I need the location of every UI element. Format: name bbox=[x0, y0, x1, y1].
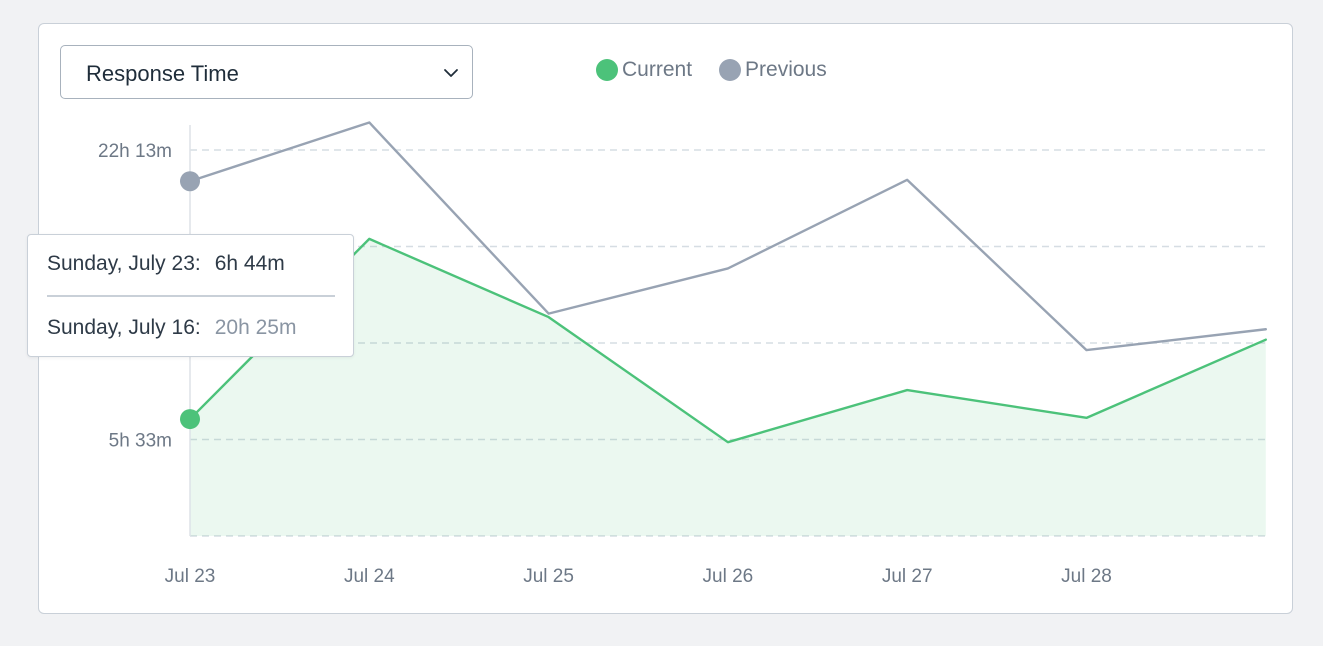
x-tick-label: Jul 23 bbox=[165, 566, 216, 587]
y-tick-label: 22h 13m bbox=[98, 141, 172, 162]
previous-series-swatch bbox=[719, 59, 742, 81]
x-tick-label: Jul 28 bbox=[1061, 566, 1112, 587]
x-tick-label: Jul 26 bbox=[703, 566, 754, 587]
series-line-current bbox=[188, 237, 1268, 444]
tooltip-current-date: Sunday, July 23: bbox=[47, 252, 201, 275]
y-tick-label: 5h 33m bbox=[109, 431, 172, 452]
series-lines bbox=[188, 121, 1268, 444]
series-area-current bbox=[190, 238, 1266, 536]
chart-tooltip: Sunday, July 23: 6h 44m Sunday, July 16: 2… bbox=[27, 234, 354, 357]
tooltip-previous-value: 20h 25m bbox=[214, 316, 297, 339]
tooltip-divider bbox=[47, 295, 335, 297]
legend-label-previous: Previous bbox=[745, 58, 827, 81]
data-point-current bbox=[180, 409, 200, 430]
current-series-swatch bbox=[596, 59, 618, 81]
x-tick-label: Jul 25 bbox=[523, 566, 574, 587]
tooltip-row-previous: Sunday, July 16: 20h 25m bbox=[47, 316, 296, 340]
metric-select[interactable]: Response Time bbox=[60, 45, 473, 99]
chevron-down-icon bbox=[444, 69, 458, 77]
area-layer bbox=[190, 238, 1266, 536]
x-tick-labels: Jul 23 Jul 24 Jul 25 Jul 26 Jul 27 Jul 28 bbox=[165, 566, 1112, 587]
legend-item-previous[interactable]: Previous bbox=[719, 58, 827, 82]
x-tick-label: Jul 27 bbox=[882, 566, 933, 587]
legend-label-current: Current bbox=[622, 58, 693, 81]
y-tick-labels: 22h 13m 5h 33m bbox=[98, 141, 172, 452]
legend-item-current[interactable]: Current bbox=[596, 58, 692, 82]
chart-legend: Current Previous bbox=[596, 58, 854, 82]
series-line-previous bbox=[188, 121, 1268, 352]
series-points bbox=[180, 171, 200, 430]
tooltip-current-value: 6h 44m bbox=[214, 252, 285, 275]
tooltip-previous-date: Sunday, July 16: bbox=[47, 316, 201, 339]
data-point-previous bbox=[180, 171, 200, 192]
metric-select-value: Response Time bbox=[86, 61, 239, 86]
tooltip-row-current: Sunday, July 23: 6h 44m bbox=[47, 252, 285, 276]
x-tick-label: Jul 24 bbox=[344, 566, 395, 587]
